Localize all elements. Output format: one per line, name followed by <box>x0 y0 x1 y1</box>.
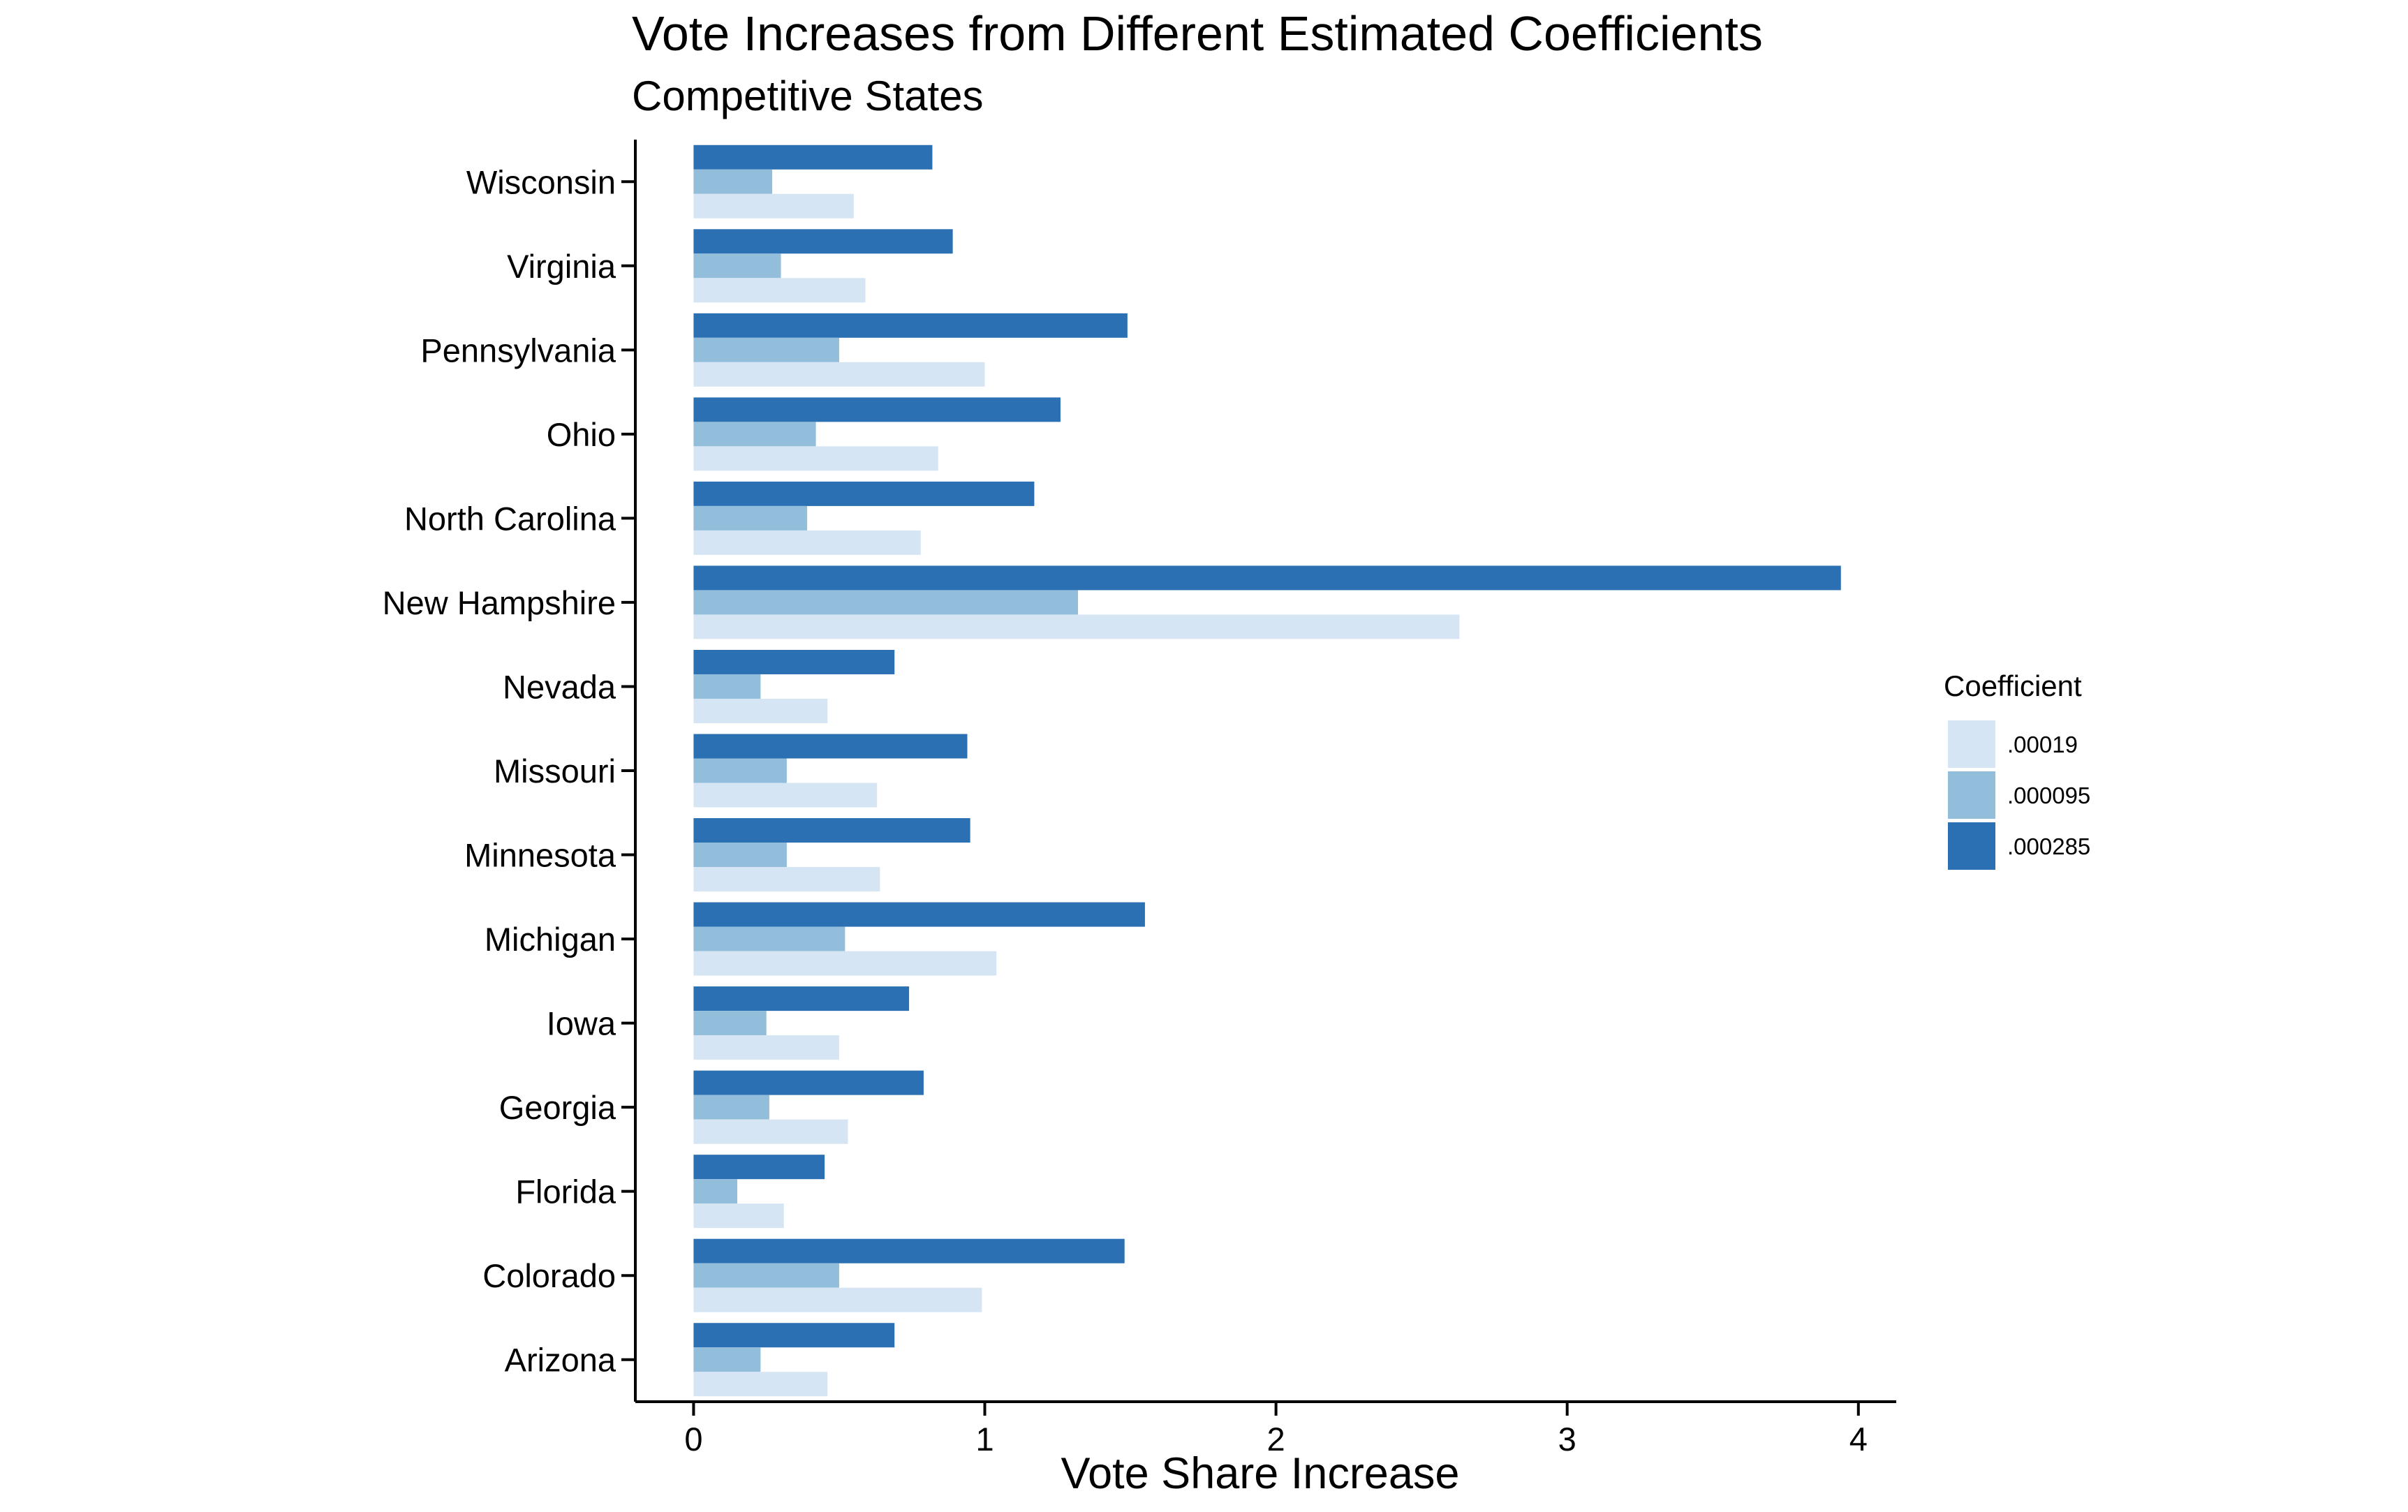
legend-key-000095 <box>1948 771 1995 819</box>
legend-key-000285 <box>1948 822 1995 870</box>
bar-new-hampshire-000095 <box>693 590 1078 615</box>
bar-minnesota-000285 <box>693 818 970 843</box>
y-tick-label-arizona: Arizona <box>505 1342 616 1379</box>
x-tick-label-1: 1 <box>975 1421 994 1458</box>
bar-nevada-000285 <box>693 649 895 674</box>
legend-title: Coefficient <box>1944 669 2082 702</box>
chart-title: Vote Increases from Different Estimated … <box>632 6 1763 61</box>
x-tick-label-0: 0 <box>684 1421 702 1458</box>
bar-missouri-00019 <box>693 783 878 808</box>
y-tick-label-pennsylvania: Pennsylvania <box>420 332 616 369</box>
bar-ohio-000285 <box>693 397 1061 422</box>
y-tick-label-ohio: Ohio <box>547 416 616 453</box>
y-tick-label-wisconsin: Wisconsin <box>466 163 616 200</box>
y-tick-label-north-carolina: North Carolina <box>404 500 616 537</box>
bar-pennsylvania-000285 <box>693 313 1128 338</box>
bar-georgia-000095 <box>693 1095 769 1120</box>
y-tick-label-minnesota: Minnesota <box>464 837 616 874</box>
bar-virginia-000285 <box>693 229 953 254</box>
bar-virginia-000095 <box>693 253 781 279</box>
bar-minnesota-000095 <box>693 843 787 868</box>
bar-missouri-000285 <box>693 734 968 759</box>
y-tick-label-virginia: Virginia <box>507 248 616 285</box>
bar-michigan-000095 <box>693 926 845 951</box>
legend-label-000285: .000285 <box>2007 833 2090 859</box>
bar-michigan-00019 <box>693 951 997 976</box>
bar-florida-000095 <box>693 1179 737 1204</box>
bar-iowa-000095 <box>693 1011 767 1036</box>
y-tick-label-iowa: Iowa <box>547 1005 616 1042</box>
y-tick-label-new-hampshire: New Hampshire <box>383 584 616 621</box>
bar-ohio-00019 <box>693 446 938 471</box>
bar-north-carolina-00019 <box>693 530 921 555</box>
bar-florida-000285 <box>693 1155 825 1180</box>
y-tick-label-missouri: Missouri <box>494 753 616 790</box>
y-tick-label-colorado: Colorado <box>482 1257 616 1294</box>
bar-georgia-000285 <box>693 1070 924 1095</box>
bar-arizona-000095 <box>693 1347 761 1372</box>
bar-wisconsin-00019 <box>693 193 854 218</box>
bar-pennsylvania-00019 <box>693 362 985 387</box>
bar-iowa-000285 <box>693 986 910 1011</box>
bar-virginia-00019 <box>693 278 866 303</box>
bar-colorado-000285 <box>693 1238 1125 1263</box>
bar-pennsylvania-000095 <box>693 337 839 362</box>
bar-georgia-00019 <box>693 1119 848 1144</box>
bar-wisconsin-000285 <box>693 144 933 170</box>
y-tick-label-nevada: Nevada <box>503 668 616 705</box>
legend-label-00019: .00019 <box>2007 732 2078 757</box>
bar-missouri-000095 <box>693 758 787 783</box>
legend-key-00019 <box>1948 720 1995 768</box>
bar-arizona-00019 <box>693 1372 828 1397</box>
y-tick-label-florida: Florida <box>515 1173 616 1210</box>
legend: Coefficient .00019 .000095 .000285 <box>1944 669 2090 870</box>
x-tick-label-2: 2 <box>1267 1421 1285 1458</box>
bar-north-carolina-000095 <box>693 505 808 531</box>
y-tick-label-michigan: Michigan <box>485 921 616 958</box>
legend-label-000095: .000095 <box>2007 783 2090 808</box>
bar-arizona-000285 <box>693 1323 895 1348</box>
bar-iowa-00019 <box>693 1035 839 1060</box>
bar-colorado-000095 <box>693 1263 839 1288</box>
bar-wisconsin-000095 <box>693 169 773 194</box>
x-tick-label-3: 3 <box>1558 1421 1576 1458</box>
x-axis-label: Vote Share Increase <box>1061 1449 1460 1498</box>
bar-north-carolina-000285 <box>693 481 1035 506</box>
bar-new-hampshire-000285 <box>693 565 1841 591</box>
bar-colorado-00019 <box>693 1287 982 1312</box>
x-tick-label-4: 4 <box>1849 1421 1868 1458</box>
bar-nevada-00019 <box>693 698 828 723</box>
bar-new-hampshire-00019 <box>693 614 1460 639</box>
bar-florida-00019 <box>693 1203 784 1229</box>
bar-nevada-000095 <box>693 674 761 699</box>
chart-subtitle: Competitive States <box>632 73 984 119</box>
bar-michigan-000285 <box>693 902 1145 927</box>
bar-ohio-000095 <box>693 422 816 447</box>
bar-minnesota-00019 <box>693 867 880 892</box>
plot-area: Wisconsin Virginia Pennsylvania Ohio North C… <box>383 140 1896 1458</box>
y-tick-label-georgia: Georgia <box>499 1089 616 1126</box>
